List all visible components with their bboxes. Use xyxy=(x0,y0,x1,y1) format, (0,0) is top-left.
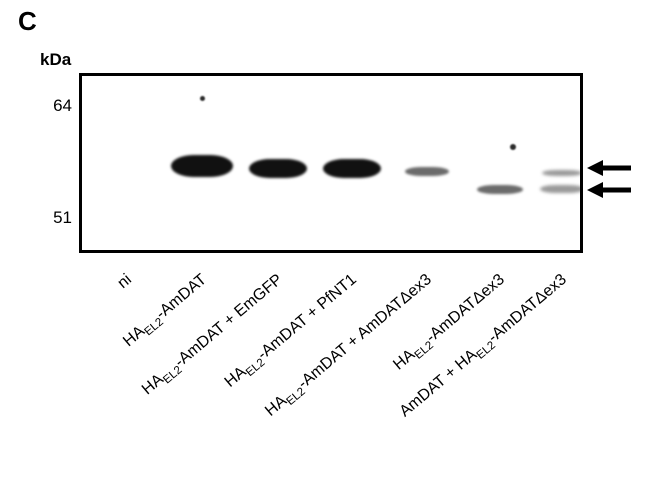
band xyxy=(323,159,381,178)
speck xyxy=(510,144,516,150)
marker-51: 51 xyxy=(46,208,72,228)
band xyxy=(171,155,233,177)
axis-unit-label: kDa xyxy=(40,50,71,70)
band-arrow xyxy=(587,181,631,199)
band xyxy=(249,159,307,178)
band xyxy=(405,167,449,176)
blot-inner xyxy=(82,76,580,250)
band xyxy=(540,185,580,193)
band-arrow xyxy=(587,159,631,177)
panel-letter: C xyxy=(18,6,37,37)
lane-label: ni xyxy=(114,271,135,293)
band xyxy=(477,185,523,194)
speck xyxy=(200,96,205,101)
lane-label: HAEL2-AmDAT + PfNT1 xyxy=(222,271,362,393)
lane-label: HAEL2-AmDAT + EmGFP xyxy=(139,271,288,401)
blot-frame xyxy=(79,73,583,253)
band xyxy=(542,170,580,176)
marker-64: 64 xyxy=(46,96,72,116)
